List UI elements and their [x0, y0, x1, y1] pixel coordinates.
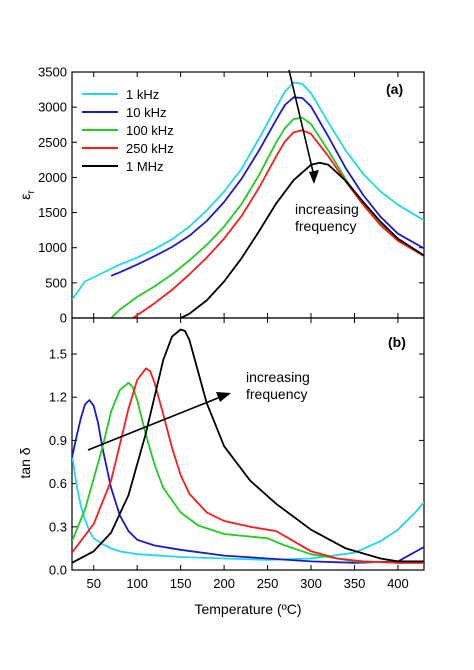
panel-a-ylabel-main: ε [17, 194, 33, 200]
panel-a-arrow-line [288, 69, 315, 177]
panel-b-ytick-label: 0.6 [49, 476, 67, 491]
x-axis-title: Temperature (ºC) [194, 601, 301, 617]
panel-a-series [72, 81, 424, 318]
panel-b-series [72, 328, 424, 564]
panel-a-label: (a) [386, 81, 403, 97]
legend-label-250-khz: 250 kHz [126, 141, 174, 156]
panel-a: 0 500 1000 1500 2000 2500 3000 3500 (a) εr 1 kH… [17, 65, 425, 326]
panel-b-ytick-label: 1.2 [49, 390, 67, 405]
panel-a-ytick-label: 1000 [38, 240, 67, 255]
legend-label-10-khz: 10 kHz [126, 105, 166, 120]
panel-b-annotation-line1: increasing [246, 369, 310, 385]
svg-text:εr: εr [17, 190, 37, 200]
panel-a-series-10-khz [110, 96, 424, 277]
legend-label-1-mhz: 1 MHz [126, 159, 164, 174]
panel-b-xtick-label: 150 [170, 576, 192, 591]
panel-b-series-100-khz [72, 381, 424, 564]
panel-b-ytick-label: 0.9 [49, 433, 67, 448]
panel-a-annotation-line2: frequency [295, 218, 356, 234]
panel-a-ytick-label: 3500 [38, 65, 67, 80]
panel-b-ylabel-text: tan δ [17, 447, 33, 478]
panel-a-ytick-label: 500 [45, 275, 67, 290]
legend-label-100-khz: 100 kHz [126, 123, 174, 138]
panel-b-series-10-khz [72, 399, 424, 564]
panel-b-xtick-label: 250 [257, 576, 279, 591]
panel-a-arrow-head [309, 170, 319, 184]
panel-b-xtick-label: 200 [213, 576, 235, 591]
panel-a-ylabel-sub: r [26, 190, 37, 194]
panel-b-arrow-line [87, 395, 224, 451]
panel-a-series-250-khz [132, 129, 424, 318]
panel-a-ytick-label: 2000 [38, 170, 67, 185]
panel-b-arrow-head [216, 392, 231, 402]
panel-b-series-1-khz [72, 454, 424, 561]
panel-a-ylabel: εr [17, 190, 37, 200]
panel-a-series-1-mhz [180, 161, 424, 318]
panel-b: 50 100 150 200 250 300 350 400 0.0 0.3 0.6 0.9 1.2 1.… [17, 317, 425, 617]
panel-a-ytick-label: 3000 [38, 100, 67, 115]
panel-a-legend: 1 kHz 10 kHz 100 kHz 250 kHz 1 MHz [82, 87, 174, 174]
panel-b-ytick-label: 1.5 [49, 347, 67, 362]
panel-b-series-1-mhz [72, 328, 424, 564]
panel-a-ticks: 0 500 1000 1500 2000 2500 3000 3500 [38, 65, 424, 326]
panel-a-ytick-label: 1500 [38, 205, 67, 220]
panel-b-ytick-label: 0.3 [49, 519, 67, 534]
panel-a-annotation-line1: increasing [295, 201, 359, 217]
panel-b-frame [71, 317, 425, 571]
panel-b-ticks: 50 100 150 200 250 300 350 400 0.0 0.3 0.6 0.9 1.2 1.… [49, 318, 424, 591]
panel-b-ylabel: tan δ [17, 447, 33, 478]
panel-b-annotation-line2: frequency [246, 386, 307, 402]
legend-label-1-khz: 1 kHz [126, 87, 159, 102]
panel-a-ytick-label: 2500 [38, 135, 67, 150]
panel-b-ytick-label: 0.0 [49, 563, 67, 578]
panel-a-ytick-label: 0 [60, 311, 67, 326]
panel-b-xtick-label: 50 [86, 576, 100, 591]
panel-b-xtick-label: 350 [344, 576, 366, 591]
panel-b-xtick-label: 400 [387, 576, 409, 591]
panel-b-xtick-label: 100 [126, 576, 148, 591]
panel-a-series-1-khz [72, 81, 424, 301]
panel-b-label: (b) [388, 334, 406, 350]
panel-b-series-250-khz [72, 367, 424, 564]
panel-b-xtick-label: 300 [300, 576, 322, 591]
